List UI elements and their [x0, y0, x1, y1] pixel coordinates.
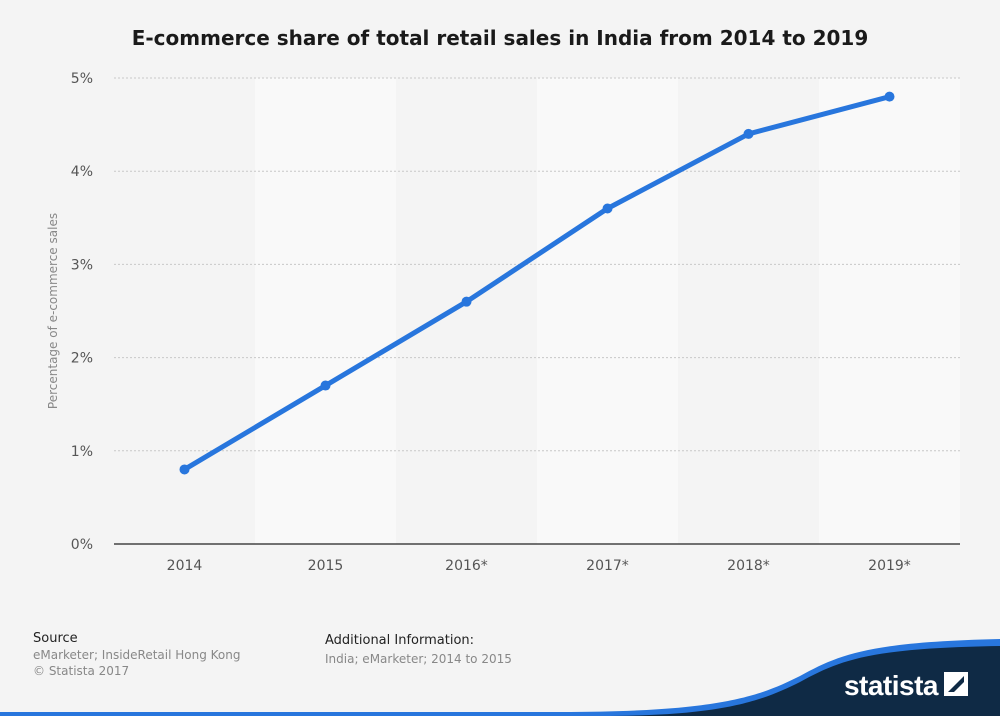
x-tick-label: 2014: [167, 558, 203, 574]
y-tick-label: 4%: [71, 164, 93, 180]
data-point: [743, 128, 754, 139]
data-point: [884, 91, 895, 102]
category-band: [396, 78, 537, 544]
y-tick-label: 5%: [71, 71, 93, 87]
source-text[interactable]: eMarketer; InsideRetail Hong Kong: [33, 648, 241, 662]
x-tick-label: 2018*: [727, 558, 770, 574]
chart-title: E-commerce share of total retail sales i…: [131, 26, 869, 50]
additional-info-text: India; eMarketer; 2014 to 2015: [325, 652, 512, 666]
brand-banner: [0, 639, 1000, 716]
category-band: [255, 78, 396, 544]
data-point: [179, 464, 190, 475]
data-point: [320, 380, 331, 391]
series-line: [182, 94, 892, 472]
category-band: [537, 78, 678, 544]
data-point: [602, 203, 613, 214]
statista-logo[interactable]: statista: [843, 670, 939, 701]
statista-logo-icon: [944, 672, 968, 696]
x-tick-label: 2016*: [445, 558, 488, 574]
category-band: [678, 78, 819, 544]
y-tick-label: 2%: [71, 351, 93, 367]
source-heading: Source: [33, 631, 78, 646]
y-tick-label: 3%: [71, 257, 93, 273]
y-axis-label: Percentage of e-commerce sales: [46, 213, 60, 409]
x-tick-label: 2015: [308, 558, 344, 574]
line-chart: 0% 1% 2% 3% 4% 5% 2014 2015 2016* 2017* 2018* 2019*…: [46, 71, 960, 574]
data-point: [461, 296, 472, 307]
category-band: [819, 78, 960, 544]
y-tick-label: 1%: [71, 444, 93, 460]
y-tick-label: 0%: [71, 537, 93, 553]
x-tick-label: 2017*: [586, 558, 629, 574]
x-tick-label: 2019*: [868, 558, 911, 574]
copyright: © Statista 2017: [33, 664, 130, 678]
additional-info-heading: Additional Information:: [325, 633, 475, 648]
